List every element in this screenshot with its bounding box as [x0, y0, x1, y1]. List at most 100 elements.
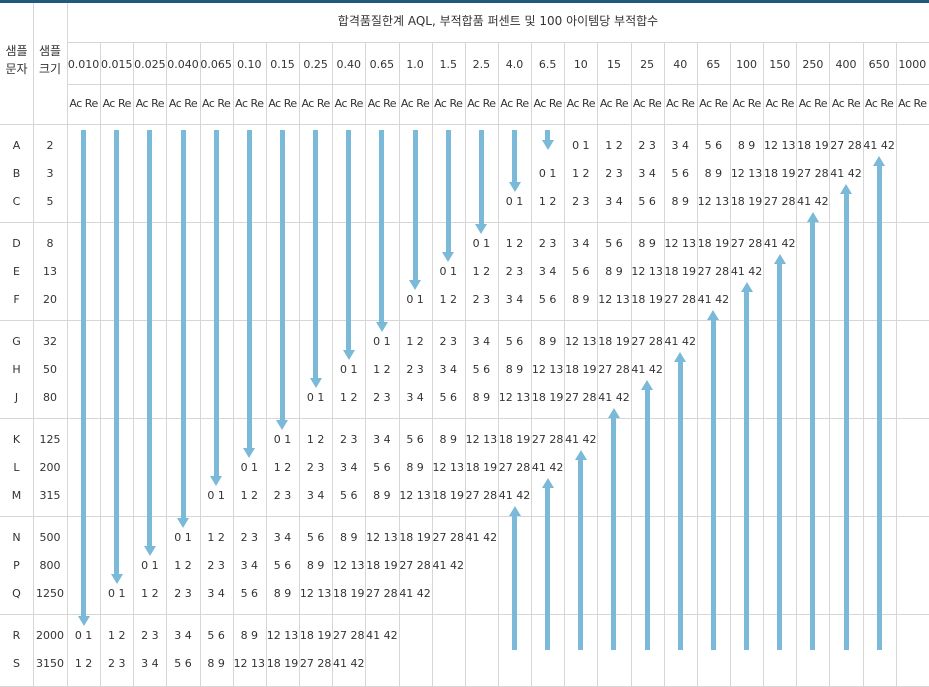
sample-size: 3150 — [36, 657, 64, 670]
grid-line-v — [531, 42, 532, 686]
grid-line-h — [0, 320, 929, 321]
acre-header: Ac Re — [135, 97, 165, 110]
acre-header: Ac Re — [301, 97, 330, 110]
sample-size: 315 — [39, 489, 61, 502]
ac-re-value: 5 6 — [240, 587, 259, 600]
aql-header: 0.025 — [134, 58, 166, 71]
ac-re-value: 18 19 — [399, 531, 431, 544]
ac-re-value: 27 28 — [830, 139, 862, 152]
ac-re-value: 12 13 — [664, 237, 697, 250]
acre-header: Ac Re — [533, 97, 563, 110]
header-sample-size: 샘플 크기 — [33, 42, 67, 78]
ac-re-value: 12 13 — [697, 195, 730, 208]
acre-header: Ac Re — [467, 97, 496, 110]
ac-re-value: 8 9 — [704, 167, 723, 180]
ac-re-value: 3 4 — [306, 489, 325, 502]
ac-re-value: 5 6 — [373, 461, 391, 474]
ac-re-value: 8 9 — [671, 195, 690, 208]
ac-re-value: 5 6 — [340, 489, 358, 502]
ac-re-value: 8 9 — [605, 265, 623, 278]
ac-re-value: 18 19 — [664, 265, 697, 278]
ac-re-value: 5 6 — [207, 629, 225, 642]
ac-re-value: 3 4 — [273, 531, 292, 544]
ac-re-value: 41 42 — [399, 587, 431, 600]
grid-line-v — [631, 42, 632, 686]
ac-re-value: 12 13 — [598, 293, 630, 306]
ac-re-value: 3 4 — [538, 265, 557, 278]
ac-re-value: 12 13 — [498, 391, 531, 404]
ac-re-value: 0 1 — [572, 139, 590, 152]
ac-re-value: 8 9 — [207, 657, 225, 670]
acre-header: Ac Re — [732, 97, 761, 110]
ac-re-value: 41 42 — [531, 461, 564, 474]
header-sample-letter: 샘플 문자 — [0, 42, 33, 78]
grid-line-h — [0, 614, 929, 615]
acre-header: Ac Re — [168, 97, 198, 110]
aql-header: 250 — [802, 58, 824, 71]
ac-re-value: 27 28 — [565, 391, 597, 404]
ac-re-value: 12 13 — [465, 433, 498, 446]
aql-header: 1.5 — [439, 58, 457, 71]
ac-re-value: 2 3 — [240, 531, 259, 544]
ac-re-value: 8 9 — [273, 587, 292, 600]
sample-letter: S — [13, 657, 20, 670]
ac-re-value: 1 2 — [74, 657, 93, 670]
sample-size: 3 — [46, 167, 54, 180]
aql-header: 650 — [868, 58, 890, 71]
ac-re-value: 12 13 — [299, 587, 332, 600]
grid-line-h — [0, 516, 929, 517]
ac-re-value: 41 42 — [697, 293, 730, 306]
ac-re-value: 27 28 — [631, 335, 663, 348]
acre-header: Ac Re — [102, 97, 132, 110]
sample-size: 500 — [39, 531, 61, 544]
grid-line-v — [863, 42, 864, 686]
ac-re-value: 27 28 — [498, 461, 531, 474]
aql-header: 0.010 — [67, 58, 100, 71]
sample-letter: G — [12, 335, 21, 348]
sample-letter: F — [13, 293, 20, 306]
aql-header: 40 — [673, 58, 688, 71]
ac-re-value: 8 9 — [240, 629, 259, 642]
acre-header: Ac Re — [599, 97, 629, 110]
grid-line-h — [0, 418, 929, 419]
ac-re-value: 18 19 — [366, 559, 398, 572]
ac-re-value: 1 2 — [605, 139, 623, 152]
grid-line-v — [664, 42, 665, 686]
top-accent-bar — [0, 0, 929, 3]
grid-line-v — [67, 3, 68, 686]
aql-header: 0.065 — [200, 58, 232, 71]
sample-size: 50 — [43, 363, 57, 376]
ac-re-value: 27 28 — [366, 587, 398, 600]
ac-re-value: 8 9 — [340, 531, 358, 544]
ac-re-value: 27 28 — [399, 559, 431, 572]
grid-line-v — [730, 42, 731, 686]
aql-header: 0.10 — [237, 58, 262, 71]
ac-re-value: 1 2 — [340, 391, 358, 404]
ac-re-value: 18 19 — [531, 391, 564, 404]
aql-header: 15 — [606, 58, 621, 71]
ac-re-value: 27 28 — [432, 531, 464, 544]
sample-letter: E — [13, 265, 20, 278]
ac-re-value: 8 9 — [538, 335, 557, 348]
aql-header: 10 — [573, 58, 588, 71]
ac-re-value: 1 2 — [538, 195, 557, 208]
grid-line-v — [465, 42, 466, 686]
ac-re-value: 2 3 — [439, 335, 457, 348]
ac-re-value: 27 28 — [531, 433, 564, 446]
ac-re-value: 3 4 — [141, 657, 159, 670]
acre-header: Ac Re — [434, 97, 463, 110]
ac-re-value: 5 6 — [538, 293, 557, 306]
ac-re-value: 27 28 — [664, 293, 697, 306]
ac-re-value: 3 4 — [638, 167, 656, 180]
sample-letter: C — [12, 195, 21, 208]
aql-header: 0.40 — [336, 58, 362, 71]
sample-size: 125 — [39, 433, 61, 446]
aql-header: 0.15 — [270, 58, 295, 71]
aql-header: 0.040 — [167, 58, 199, 71]
ac-re-value: 8 9 — [505, 363, 524, 376]
ac-re-value: 2 3 — [107, 657, 126, 670]
aql-header: 1.0 — [406, 58, 424, 71]
ac-re-value: 5 6 — [174, 657, 192, 670]
ac-re-value: 2 3 — [373, 391, 391, 404]
grid-line-h — [0, 124, 929, 125]
